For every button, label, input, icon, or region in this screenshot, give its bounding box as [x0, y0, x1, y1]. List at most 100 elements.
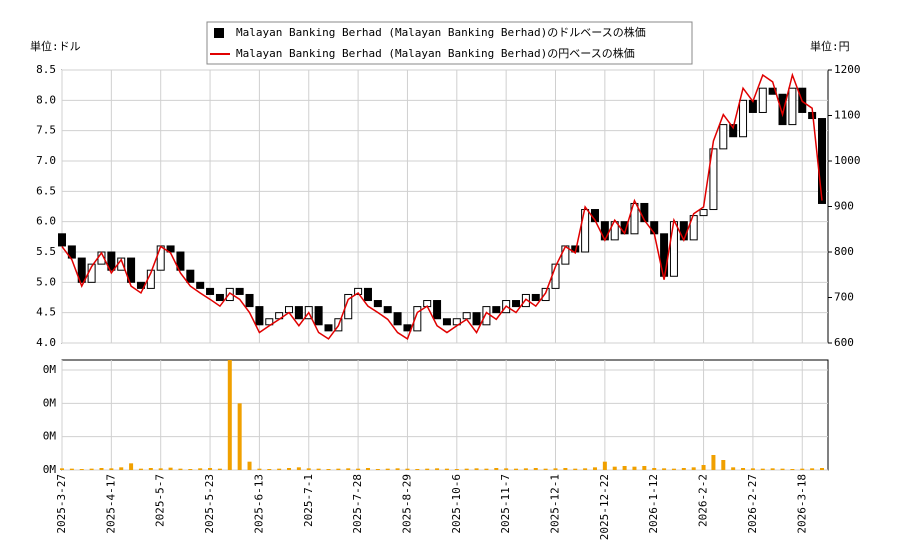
volume-bar	[612, 466, 617, 470]
volume-bar	[632, 466, 637, 470]
x-tick-label: 2026-2-27	[746, 474, 759, 534]
candle	[354, 287, 363, 295]
volume-bar	[701, 465, 706, 470]
y-tick-label: 6.0	[36, 215, 56, 228]
volume-bar	[711, 455, 716, 470]
candle	[650, 221, 659, 235]
volume-bar	[405, 468, 410, 470]
candle	[778, 93, 787, 126]
candle	[314, 306, 323, 326]
candle	[383, 306, 392, 314]
candle	[669, 221, 678, 277]
volume-bar	[425, 468, 430, 470]
volume-bar	[247, 461, 252, 470]
volume-bar	[474, 468, 479, 470]
volume-bar	[119, 467, 124, 470]
volume-bar	[385, 468, 390, 470]
candle	[156, 245, 165, 271]
y2-tick-label: 900	[834, 200, 854, 213]
x-tick-label: 2026-1-12	[647, 474, 660, 534]
volume-frame	[61, 359, 829, 471]
y2-tick-label: 1100	[834, 109, 861, 122]
candle	[215, 293, 224, 302]
volume-bar	[523, 468, 528, 470]
volume-bar	[741, 468, 746, 470]
x-tick-label: 2025-7-28	[351, 474, 364, 534]
volume-bar	[79, 469, 84, 470]
x-tick-label: 2025-12-22	[598, 474, 611, 540]
volume-bar	[543, 468, 548, 470]
candle	[67, 245, 76, 259]
candle	[206, 287, 215, 295]
candle	[442, 318, 451, 326]
y-tick-label: 0M	[43, 430, 57, 443]
volume-bar	[99, 468, 104, 470]
volume-bar	[109, 468, 114, 470]
volume-bar	[820, 468, 824, 470]
x-tick-label: 2025-4-17	[104, 474, 117, 534]
price-line	[61, 72, 823, 341]
volume-bar	[237, 403, 242, 470]
volume-bar	[217, 468, 222, 470]
y-tick-label: 5.0	[36, 275, 56, 288]
legend-label: Malayan Banking Berhad (Malayan Banking …	[236, 46, 635, 60]
candle	[600, 221, 609, 241]
volume-bar	[671, 468, 676, 470]
x-tick-label: 2025-5-23	[203, 474, 216, 534]
y-tick-label: 7.5	[36, 124, 56, 137]
candle	[630, 202, 639, 235]
candle	[739, 99, 748, 138]
volume-bar	[514, 468, 519, 470]
y-tick-label: 4.5	[36, 306, 56, 319]
volume-bar	[138, 468, 143, 470]
candle	[363, 287, 372, 302]
candle	[107, 251, 116, 271]
volume-bar	[662, 468, 667, 470]
volume-bar	[60, 468, 64, 470]
volume-bar	[375, 469, 380, 470]
candle	[373, 300, 382, 308]
volume-bar	[208, 468, 213, 470]
candle	[294, 306, 303, 320]
volume-bar	[583, 468, 588, 470]
volume-bar	[731, 467, 736, 470]
x-tick-label: 2025-10-6	[450, 474, 463, 534]
volume-bar	[750, 468, 755, 470]
y-tick-label: 7.0	[36, 154, 56, 167]
volume-bar	[287, 468, 292, 470]
volume-bar	[188, 469, 193, 470]
candle	[393, 312, 402, 326]
volume-bar	[760, 468, 765, 470]
volume-bar	[415, 469, 420, 470]
candle	[235, 287, 244, 295]
candle	[433, 300, 442, 320]
volume-bar	[444, 468, 449, 470]
volume-bar	[129, 463, 134, 470]
legend-box	[206, 21, 693, 65]
candle	[127, 257, 136, 283]
volume-bar	[346, 468, 351, 470]
y-tick-label: 0M	[43, 396, 57, 409]
volume-bar	[810, 468, 815, 470]
legend-swatch	[214, 28, 224, 38]
volume-bar	[89, 468, 94, 470]
volume-bar	[681, 468, 686, 470]
candle	[472, 312, 481, 326]
volume-bar	[652, 468, 657, 470]
y2-tick-label: 1200	[834, 63, 861, 76]
x-tick-label: 2025-8-29	[400, 474, 413, 534]
volume-bar	[296, 467, 301, 470]
y2-tick-label: 600	[834, 336, 854, 349]
candle	[452, 318, 461, 326]
candle	[758, 87, 767, 113]
volume-bar	[365, 468, 370, 470]
y2-tick-label: 800	[834, 245, 854, 258]
volume-bar	[356, 468, 361, 470]
candle	[699, 209, 708, 217]
volume-bar	[800, 468, 805, 470]
candle	[176, 251, 185, 271]
candle	[788, 87, 797, 126]
candle	[403, 324, 412, 332]
x-tick-label: 2025-6-13	[252, 474, 265, 534]
